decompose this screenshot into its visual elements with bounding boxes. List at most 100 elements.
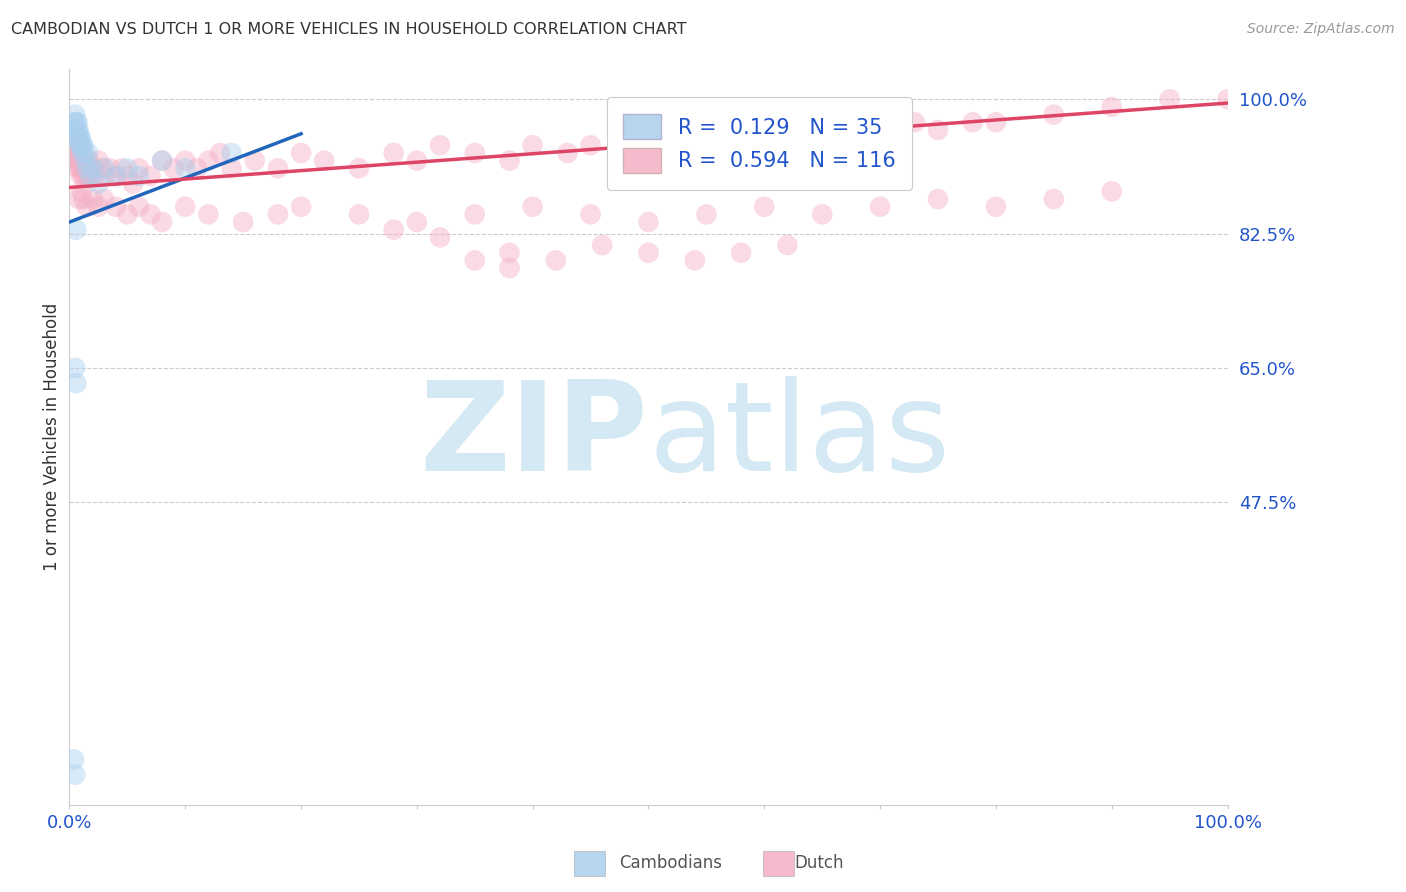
Point [522,138,544,153]
Point [65,153,87,168]
Point [93,161,115,176]
Point [498,153,520,168]
Point [579,138,602,153]
Point [66,123,89,137]
Point [221,145,243,160]
Point [76,161,98,176]
Point [70,161,93,176]
Point [754,123,776,137]
Point [110,161,132,176]
Point [117,169,139,183]
Point [557,145,579,160]
Point [63,115,86,129]
Point [87,200,110,214]
Point [66,161,89,176]
Point [464,253,486,268]
Point [70,145,93,160]
Point [65,130,87,145]
Point [104,200,127,214]
Point [65,767,87,781]
Point [75,161,97,176]
Point [498,261,520,276]
Point [614,145,637,160]
Point [69,138,91,153]
Point [163,161,186,176]
Point [984,200,1007,214]
Point [65,115,87,129]
Point [243,153,266,168]
Point [1216,92,1239,106]
Point [104,169,127,183]
Point [82,192,104,206]
Point [75,153,97,168]
Point [139,207,162,221]
Point [672,138,695,153]
Point [382,145,405,160]
Point [87,153,110,168]
Text: atlas: atlas [648,376,950,498]
Point [104,169,127,183]
Point [70,138,93,153]
Point [290,145,312,160]
Point [464,207,486,221]
Point [93,169,115,183]
Point [150,215,173,229]
Point [695,207,717,221]
Point [314,153,336,168]
Point [869,123,891,137]
Point [754,200,776,214]
Point [63,752,86,766]
Point [77,153,100,168]
Point [637,130,659,145]
Point [637,245,659,260]
Point [267,207,290,221]
Point [70,138,93,153]
Point [197,153,219,168]
Point [811,123,834,137]
Point [429,230,451,244]
Text: ZIP: ZIP [420,376,648,498]
Point [150,153,173,168]
Point [221,161,243,176]
Text: CAMBODIAN VS DUTCH 1 OR MORE VEHICLES IN HOUSEHOLD CORRELATION CHART: CAMBODIAN VS DUTCH 1 OR MORE VEHICLES IN… [11,22,686,37]
Point [776,238,799,252]
Point [637,215,659,229]
Point [76,200,98,214]
Point [429,138,451,153]
Point [73,145,96,160]
Point [1101,184,1123,198]
Point [72,138,94,153]
Point [65,130,87,145]
Point [927,123,949,137]
Point [522,200,544,214]
Point [544,253,567,268]
Point [72,192,94,206]
Point [82,161,104,176]
Point [70,184,93,198]
Point [66,115,89,129]
Point [72,161,94,176]
Point [174,153,197,168]
Point [77,161,100,176]
Point [811,207,834,221]
Point [69,153,91,168]
Point [869,200,891,214]
Point [66,153,89,168]
Point [72,169,94,183]
Point [70,130,93,145]
Point [77,145,100,160]
Point [67,192,90,206]
Point [267,161,290,176]
Point [65,223,87,237]
Point [730,138,752,153]
Point [65,360,87,375]
Point [63,145,86,160]
Point [79,169,101,183]
Point [84,169,107,183]
Point [117,161,139,176]
Y-axis label: 1 or more Vehicles in Household: 1 or more Vehicles in Household [44,302,60,571]
Point [347,207,370,221]
Point [405,153,427,168]
Point [80,169,103,183]
Point [208,145,231,160]
